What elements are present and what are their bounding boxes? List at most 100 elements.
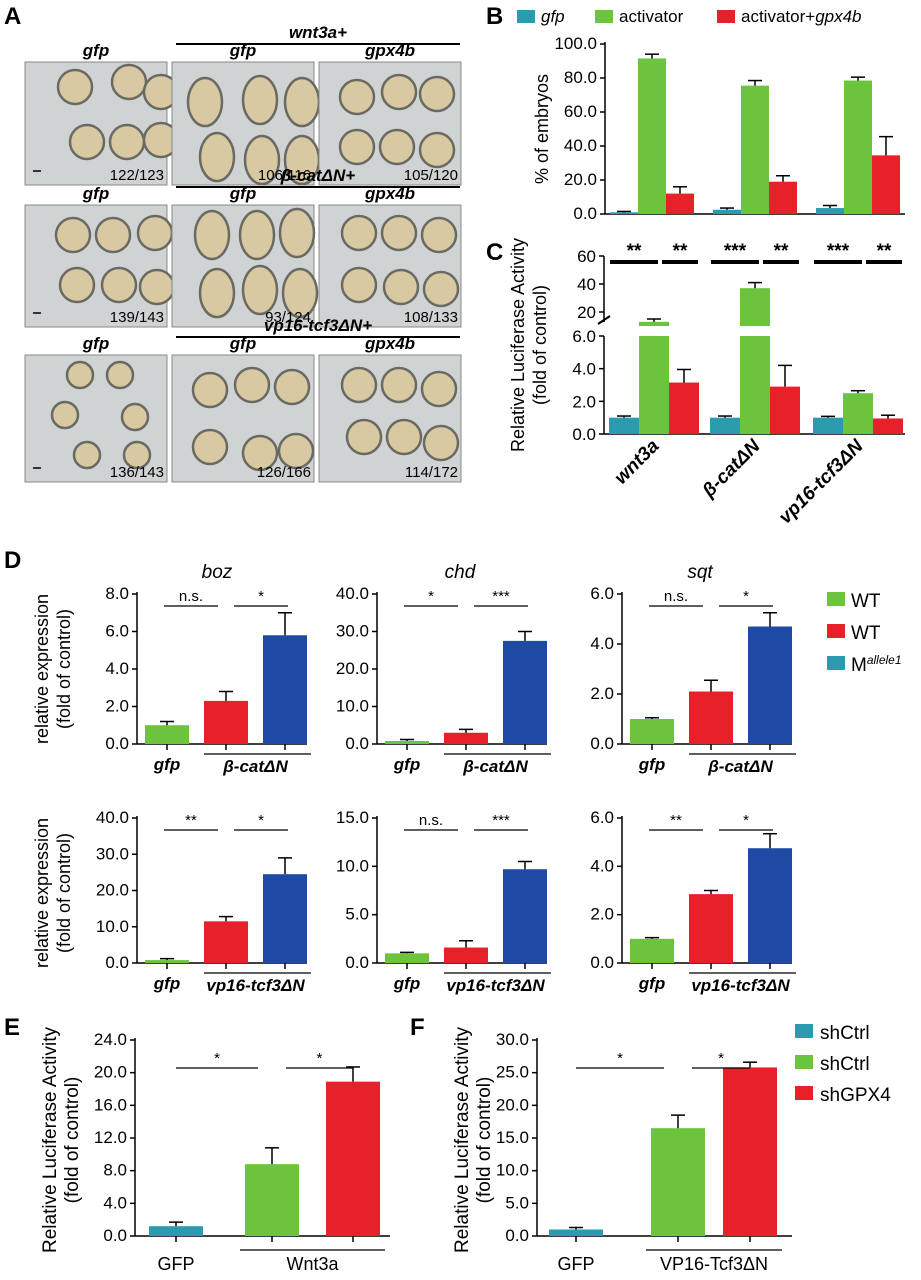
embryo-shape bbox=[198, 267, 236, 319]
legend-swatch bbox=[795, 1086, 813, 1100]
legend-label: gfp bbox=[541, 7, 565, 26]
bar bbox=[385, 741, 429, 744]
legend-label: activator+gpx4b bbox=[741, 7, 862, 26]
y-tick-label: 60.0 bbox=[564, 102, 597, 121]
legend-swatch bbox=[795, 1024, 813, 1038]
y-tick-label: 40.0 bbox=[336, 584, 369, 603]
y-tick-label: 0.0 bbox=[105, 734, 129, 753]
y-tick-label: 40.0 bbox=[564, 136, 597, 155]
significance-label: ** bbox=[774, 241, 789, 262]
embryo-shape bbox=[277, 432, 315, 470]
y-tick-label: 10.0 bbox=[336, 697, 369, 716]
y-tick-label: 60 bbox=[577, 247, 596, 266]
significance-label: * bbox=[317, 1050, 323, 1067]
x-group-label: β-catΔN bbox=[222, 757, 288, 776]
y-tick-label: 15.0 bbox=[496, 1128, 529, 1147]
panel-a-column-label: gpx4b bbox=[364, 334, 415, 353]
panel-b-chart: gfp activator activator+gpx4b 0.0 20.0 40.0 60… bbox=[517, 7, 905, 223]
panel-a-column-label: gfp bbox=[229, 41, 256, 60]
panel-a-column-label: gfp bbox=[229, 184, 256, 203]
y-tick-label: 5.0 bbox=[505, 1193, 529, 1212]
embryo-shape bbox=[338, 128, 376, 166]
bar-activator bbox=[638, 58, 666, 215]
significance-label: * bbox=[214, 1050, 220, 1067]
bar bbox=[689, 894, 733, 963]
embryo-shape bbox=[136, 214, 174, 252]
y-tick-label: 2.0 bbox=[590, 684, 614, 703]
bar-activator+gpx4b bbox=[666, 193, 694, 214]
x-category-label: gfp bbox=[393, 974, 420, 993]
y-tick-label: 0.0 bbox=[590, 734, 614, 753]
y-axis-title: Relative Luciferase Activity bbox=[508, 238, 528, 452]
panel-label-d: D bbox=[4, 547, 21, 574]
y-tick-label: 4.0 bbox=[103, 1193, 127, 1212]
embryo-shape bbox=[385, 418, 423, 456]
bar-activator+gpx4b bbox=[769, 181, 797, 214]
panel-a-column-label: gfp bbox=[82, 334, 109, 353]
legend-superscript: allele1 bbox=[867, 653, 902, 667]
embryo-shape bbox=[50, 400, 80, 430]
y-tick-label: 6.0 bbox=[590, 808, 614, 827]
embryo-shape bbox=[418, 131, 456, 169]
x-group-label: β-catΔN bbox=[707, 757, 773, 776]
embryo-shape bbox=[345, 418, 383, 456]
legend-swatch bbox=[517, 10, 535, 23]
axis-break-mark bbox=[597, 315, 611, 325]
embryo-shape bbox=[380, 214, 418, 252]
bar-activator+gpx4b bbox=[872, 155, 900, 214]
y-tick-label: 0.0 bbox=[590, 953, 614, 972]
embryo-shape bbox=[340, 366, 378, 404]
embryo-shape bbox=[278, 207, 316, 259]
y-tick-label: 30.0 bbox=[336, 622, 369, 641]
legend-text: WT bbox=[851, 591, 881, 612]
bar-gfp bbox=[610, 212, 638, 214]
x-group-label: vp16-tcf3ΔN bbox=[446, 976, 545, 995]
y-axis-title: (fold of control) bbox=[54, 609, 74, 729]
panel-a-group-title: vp16-tcf3ΔN+ bbox=[264, 316, 372, 335]
embryo-shape bbox=[422, 270, 460, 308]
bar-gfp bbox=[813, 417, 843, 434]
y-tick-label: 25.0 bbox=[496, 1063, 529, 1082]
y-tick-label: 24.0 bbox=[94, 1030, 127, 1049]
significance-label: * bbox=[428, 588, 434, 605]
bar-gfp bbox=[713, 209, 741, 214]
embryo-shape bbox=[108, 123, 146, 161]
legend-label: WT bbox=[851, 591, 881, 612]
y-tick-label: 16.0 bbox=[94, 1095, 127, 1114]
x-category-label: GFP bbox=[157, 1254, 194, 1274]
y-tick-label: 10.0 bbox=[496, 1161, 529, 1180]
panel-a-count: 105/120 bbox=[404, 167, 458, 184]
y-tick-label: 20.0 bbox=[336, 659, 369, 678]
embryo-shape bbox=[338, 78, 376, 116]
y-tick-label: 40 bbox=[577, 275, 596, 294]
bar bbox=[630, 719, 674, 744]
bar bbox=[689, 691, 733, 744]
embryo-shape bbox=[241, 264, 279, 316]
y-axis-title: relative expression bbox=[32, 818, 52, 968]
significance-label: ** bbox=[627, 241, 642, 262]
legend-swatch bbox=[827, 592, 845, 606]
significance-label: * bbox=[718, 1050, 724, 1067]
bar-activator-upper bbox=[740, 288, 770, 326]
legend-text-italic: gpx4b bbox=[815, 7, 861, 26]
significance-label: *** bbox=[492, 588, 510, 605]
x-category-label: gfp bbox=[153, 755, 180, 774]
significance-label: n.s. bbox=[419, 812, 443, 829]
y-tick-label: 0.0 bbox=[573, 204, 597, 223]
panel-c-chart: 0.0 2.0 4.0 6.0 20 40 60 Relative Luciferase Ac… bbox=[508, 238, 905, 528]
significance-label: ** bbox=[877, 241, 892, 262]
y-tick-label: 4.0 bbox=[572, 360, 596, 379]
significance-label: n.s. bbox=[664, 588, 688, 605]
embryo-shape bbox=[94, 216, 132, 254]
panel-label-f: F bbox=[410, 1014, 425, 1041]
panel-a-count: 106/116 bbox=[258, 167, 311, 184]
embryo-shape bbox=[281, 267, 319, 319]
panel-a-count: 126/166 bbox=[257, 464, 311, 481]
embryo-shape bbox=[382, 268, 420, 306]
bar bbox=[145, 960, 189, 963]
y-tick-label: 8.0 bbox=[105, 584, 129, 603]
panel-label-c: C bbox=[486, 239, 503, 266]
chart-title: sqt bbox=[687, 562, 713, 583]
embryo-shape bbox=[283, 76, 321, 128]
